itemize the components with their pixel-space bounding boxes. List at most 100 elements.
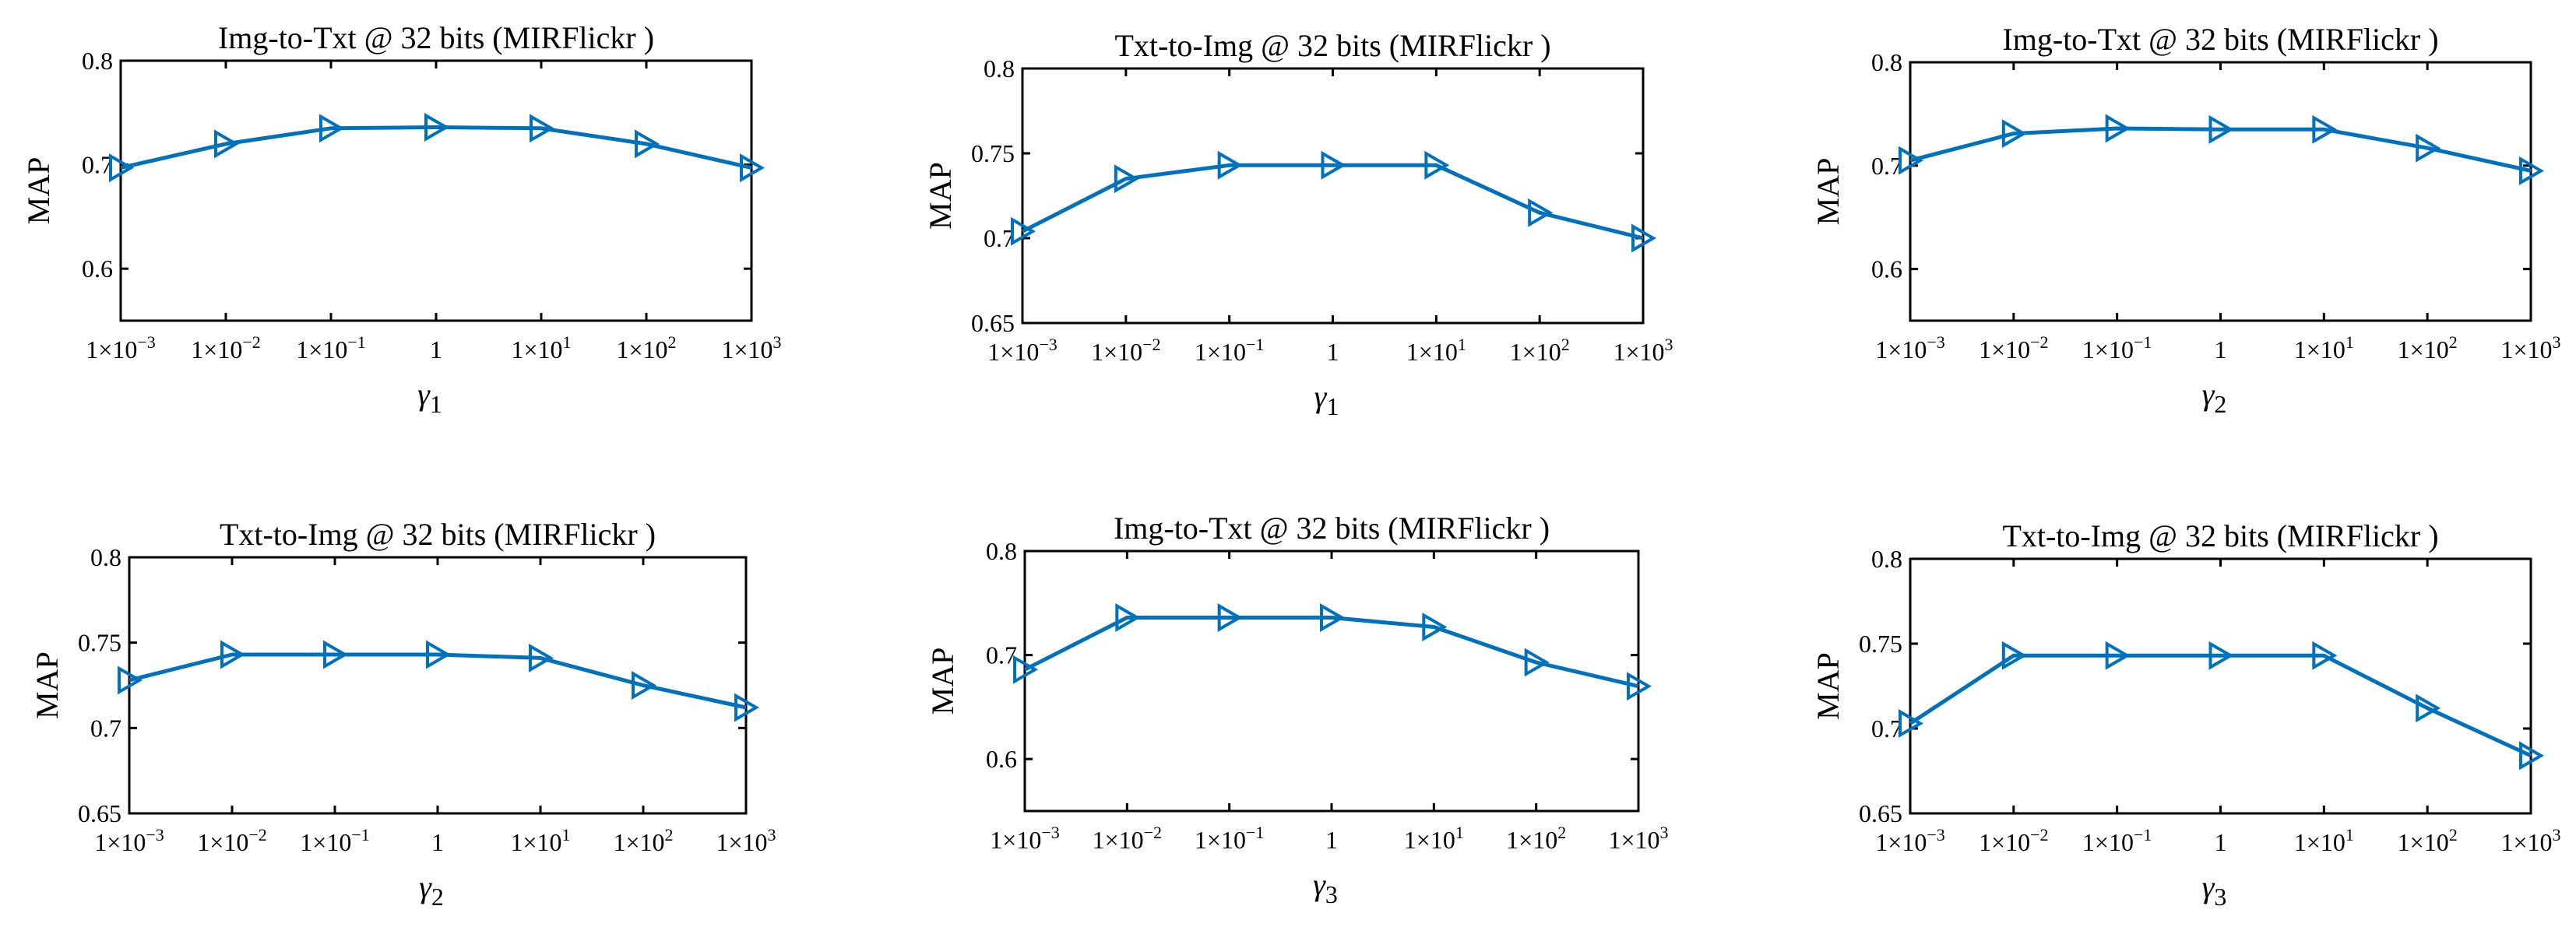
y-tick-label: 0.7 (986, 641, 1017, 669)
x-axis-subscript: 3 (2214, 883, 2226, 911)
y-tick-label: 0.8 (90, 543, 121, 571)
y-tick-label: 0.8 (1871, 48, 1902, 76)
x-tick-base: 1×10 (613, 828, 664, 856)
axes-frame (1023, 550, 1640, 813)
x-tick-label: 1×101 (1404, 823, 1464, 854)
x-tick-base: 1×10 (2500, 828, 2552, 856)
x-tick-label: 1×10−3 (987, 335, 1057, 366)
x-tick-label: 1×102 (616, 332, 676, 363)
data-point-marker (1524, 648, 1550, 677)
x-tick-base: 1×10 (1979, 828, 2030, 856)
x-tick-exponent: −2 (1144, 823, 1162, 842)
x-tick-exponent: −2 (248, 825, 266, 844)
x-tick-base: 1×10 (86, 335, 137, 363)
data-point-marker (1115, 603, 1141, 632)
x-tick-exponent: 2 (668, 332, 677, 352)
x-axis-label: γ3 (2202, 869, 2227, 911)
data-point-marker (2312, 641, 2338, 670)
x-tick-label: 1×103 (2500, 332, 2560, 363)
x-tick-label: 1×103 (2500, 825, 2560, 856)
x-tick-base: 1 (1327, 338, 1339, 366)
x-tick-base: 1×10 (1875, 828, 1927, 856)
data-point-marker (2001, 641, 2027, 670)
y-tick-label: 0.6 (986, 745, 1017, 773)
y-tick-label: 0.7 (1871, 715, 1902, 743)
x-tick-base: 1×10 (300, 828, 351, 856)
x-tick-exponent: −2 (2030, 825, 2048, 844)
x-axis-label: γ1 (417, 377, 442, 418)
x-tick-base: 1×10 (2082, 828, 2134, 856)
chart-title: Txt-to-Img @ 32 bits (MIRFlickr ) (2002, 518, 2438, 553)
y-tick-label: 0.7 (82, 151, 113, 179)
axes-frame (119, 59, 753, 322)
x-tick-exponent: 2 (1557, 823, 1566, 842)
x-tick-base: 1×10 (296, 335, 347, 363)
series-line (1909, 653, 2532, 758)
data-point-marker (1422, 613, 1448, 641)
data-point-marker (109, 153, 135, 183)
chart-panel-2: Txt-to-Img @ 32 bits (MIRFlickr ) 0.65 0.7… (923, 28, 1673, 420)
series-line (1909, 126, 2532, 173)
data-point-marker (1899, 708, 1924, 738)
x-tick-exponent: 1 (1458, 335, 1466, 354)
x-tick-base: 1×10 (2398, 828, 2449, 856)
x-tick-base: 1×10 (2294, 828, 2345, 856)
axes-frame (1909, 61, 2532, 322)
x-tick-base: 1×10 (1506, 826, 1557, 854)
data-point-marker (1528, 198, 1554, 227)
x-tick-exponent: 2 (665, 825, 674, 844)
x-tick-exponent: 1 (563, 332, 572, 352)
x-tick-base: 1 (430, 335, 442, 363)
data-point-marker (635, 129, 660, 159)
x-tick-label: 1×102 (2398, 332, 2458, 363)
x-tick-base: 1×10 (1195, 338, 1246, 366)
x-tick-label: 1×10−1 (1195, 335, 1264, 366)
x-tick-label: 1×101 (510, 825, 570, 856)
x-axis-label: γ2 (419, 869, 444, 911)
x-axis-subscript: 1 (1326, 392, 1339, 420)
data-point-marker (1114, 164, 1139, 194)
data-point-marker (530, 114, 555, 143)
x-axis-label: γ1 (1314, 379, 1339, 420)
x-tick-base: 1×10 (94, 828, 146, 856)
x-tick-base: 1×10 (721, 335, 772, 363)
data-point-marker (1321, 150, 1346, 180)
x-tick-exponent: −1 (351, 825, 369, 844)
x-axis-symbol: γ (2202, 869, 2215, 904)
data-point-marker (1013, 655, 1039, 684)
data-point-marker (424, 113, 450, 142)
x-tick-label: 1×10−3 (86, 332, 155, 363)
x-tick-label: 1×10−3 (94, 825, 164, 856)
x-tick-base: 1×10 (2398, 335, 2449, 363)
x-tick-exponent: 3 (2553, 825, 2561, 844)
x-tick-base: 1×10 (1608, 826, 1659, 854)
data-point-marker (2416, 693, 2441, 723)
x-tick-base: 1×10 (1979, 335, 2030, 363)
x-tick-exponent: −1 (2134, 825, 2152, 844)
x-tick-label: 1×10−1 (2082, 332, 2152, 363)
x-axis-symbol: γ (2202, 377, 2215, 412)
y-tick-label: 0.75 (78, 629, 121, 657)
x-tick-exponent: 1 (2345, 825, 2354, 844)
x-tick-base: 1×10 (1404, 826, 1455, 854)
x-tick-exponent: −1 (1246, 335, 1264, 354)
x-tick-label: 1×10−2 (1091, 335, 1160, 366)
y-tick-label: 0.7 (984, 224, 1015, 252)
series-line (1023, 616, 1639, 689)
x-tick-exponent: −3 (1927, 825, 1944, 844)
x-tick-base: 1×10 (2082, 335, 2134, 363)
chart-panel-3: Img-to-Txt @ 32 bits (MIRFlickr ) 0.6 0.7 0… (1811, 22, 2561, 418)
x-tick-base: 1×10 (990, 826, 1041, 854)
x-axis-symbol: γ (1314, 379, 1328, 414)
y-tick-label: 0.8 (986, 537, 1017, 565)
chart-title: Img-to-Txt @ 32 bits (MIRFlickr ) (1114, 511, 1550, 546)
x-axis-symbol: γ (417, 377, 431, 412)
x-tick-label: 1×10−3 (1875, 825, 1944, 856)
x-tick-exponent: 1 (2345, 332, 2354, 352)
series-line (128, 652, 747, 710)
x-tick-base: 1 (1325, 826, 1338, 854)
y-tick-label: 0.65 (1859, 799, 1902, 827)
data-point-marker (2312, 114, 2338, 144)
data-point-marker (1217, 603, 1243, 632)
chart-title: Img-to-Txt @ 32 bits (MIRFlickr ) (2002, 22, 2438, 57)
